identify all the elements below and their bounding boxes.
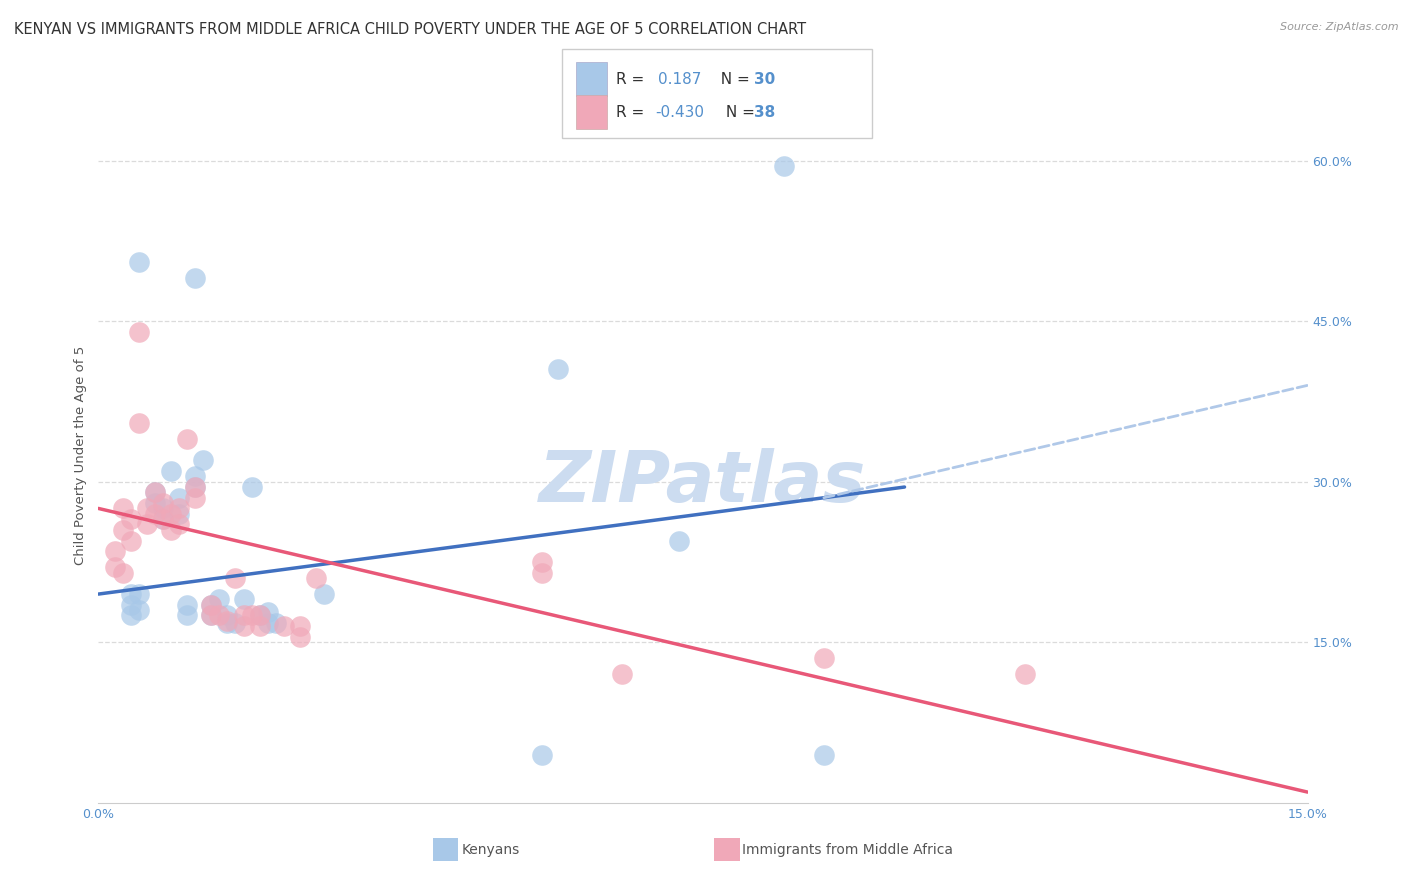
Point xyxy=(128,255,150,269)
Point xyxy=(193,453,215,467)
Point xyxy=(208,592,231,607)
Point xyxy=(612,667,634,681)
Text: N =: N = xyxy=(721,105,761,120)
Point xyxy=(200,608,222,623)
Point xyxy=(167,491,190,505)
Point xyxy=(152,501,174,516)
Point xyxy=(120,512,142,526)
Text: Source: ZipAtlas.com: Source: ZipAtlas.com xyxy=(1281,22,1399,32)
Point xyxy=(240,608,263,623)
Point xyxy=(152,512,174,526)
Point xyxy=(217,615,239,630)
Text: R =: R = xyxy=(616,105,650,120)
Point xyxy=(813,747,835,762)
Text: 38: 38 xyxy=(754,105,775,120)
Point xyxy=(224,571,246,585)
Point xyxy=(152,512,174,526)
Point xyxy=(208,608,231,623)
Point xyxy=(288,630,311,644)
Point xyxy=(128,603,150,617)
Point xyxy=(103,544,125,558)
Point xyxy=(256,615,278,630)
Point xyxy=(167,507,190,521)
Text: Immigrants from Middle Africa: Immigrants from Middle Africa xyxy=(742,843,953,856)
Text: KENYAN VS IMMIGRANTS FROM MIDDLE AFRICA CHILD POVERTY UNDER THE AGE OF 5 CORRELA: KENYAN VS IMMIGRANTS FROM MIDDLE AFRICA … xyxy=(14,22,806,37)
Point xyxy=(160,523,183,537)
Point xyxy=(111,523,134,537)
Point xyxy=(264,615,287,630)
Point xyxy=(314,587,336,601)
Point xyxy=(217,614,239,628)
Point xyxy=(111,501,134,516)
Point xyxy=(530,747,553,762)
Text: R =: R = xyxy=(616,72,654,87)
Point xyxy=(232,592,254,607)
Point xyxy=(200,598,222,612)
Point xyxy=(232,608,254,623)
Point xyxy=(813,651,835,665)
Point xyxy=(143,507,166,521)
Point xyxy=(256,605,278,619)
Point xyxy=(232,619,254,633)
Point xyxy=(120,587,142,601)
Point xyxy=(120,608,142,623)
Point xyxy=(128,587,150,601)
Point xyxy=(200,598,222,612)
Point xyxy=(143,485,166,500)
Point xyxy=(249,608,271,623)
Point xyxy=(240,480,263,494)
Point xyxy=(530,566,553,580)
Point xyxy=(184,480,207,494)
Point xyxy=(217,608,239,623)
Point xyxy=(305,571,328,585)
Point xyxy=(772,159,794,173)
Point xyxy=(135,517,157,532)
Point xyxy=(176,432,198,446)
Point xyxy=(143,485,166,500)
Text: N =: N = xyxy=(711,72,755,87)
Point xyxy=(184,469,207,483)
Point xyxy=(103,560,125,574)
Point xyxy=(152,496,174,510)
Point xyxy=(288,619,311,633)
Point xyxy=(184,480,207,494)
Y-axis label: Child Poverty Under the Age of 5: Child Poverty Under the Age of 5 xyxy=(75,345,87,565)
Point xyxy=(176,608,198,623)
Point xyxy=(167,517,190,532)
Point xyxy=(167,501,190,516)
Point xyxy=(111,566,134,580)
Point xyxy=(128,416,150,430)
Text: -0.430: -0.430 xyxy=(655,105,704,120)
Point xyxy=(176,598,198,612)
Point xyxy=(160,464,183,478)
Text: 30: 30 xyxy=(754,72,775,87)
Point xyxy=(530,555,553,569)
Point xyxy=(135,501,157,516)
Point xyxy=(273,619,295,633)
Text: 0.187: 0.187 xyxy=(658,72,702,87)
Point xyxy=(160,507,183,521)
Point xyxy=(120,533,142,548)
Point xyxy=(184,491,207,505)
Text: ZIPatlas: ZIPatlas xyxy=(540,449,866,517)
Point xyxy=(249,608,271,623)
Point xyxy=(200,608,222,623)
Point xyxy=(120,598,142,612)
Text: Kenyans: Kenyans xyxy=(461,843,519,856)
Point xyxy=(249,619,271,633)
Point xyxy=(184,271,207,285)
Point xyxy=(668,533,690,548)
Point xyxy=(143,496,166,510)
Point xyxy=(128,325,150,339)
Point xyxy=(224,615,246,630)
Point xyxy=(547,362,569,376)
Point xyxy=(1014,667,1036,681)
